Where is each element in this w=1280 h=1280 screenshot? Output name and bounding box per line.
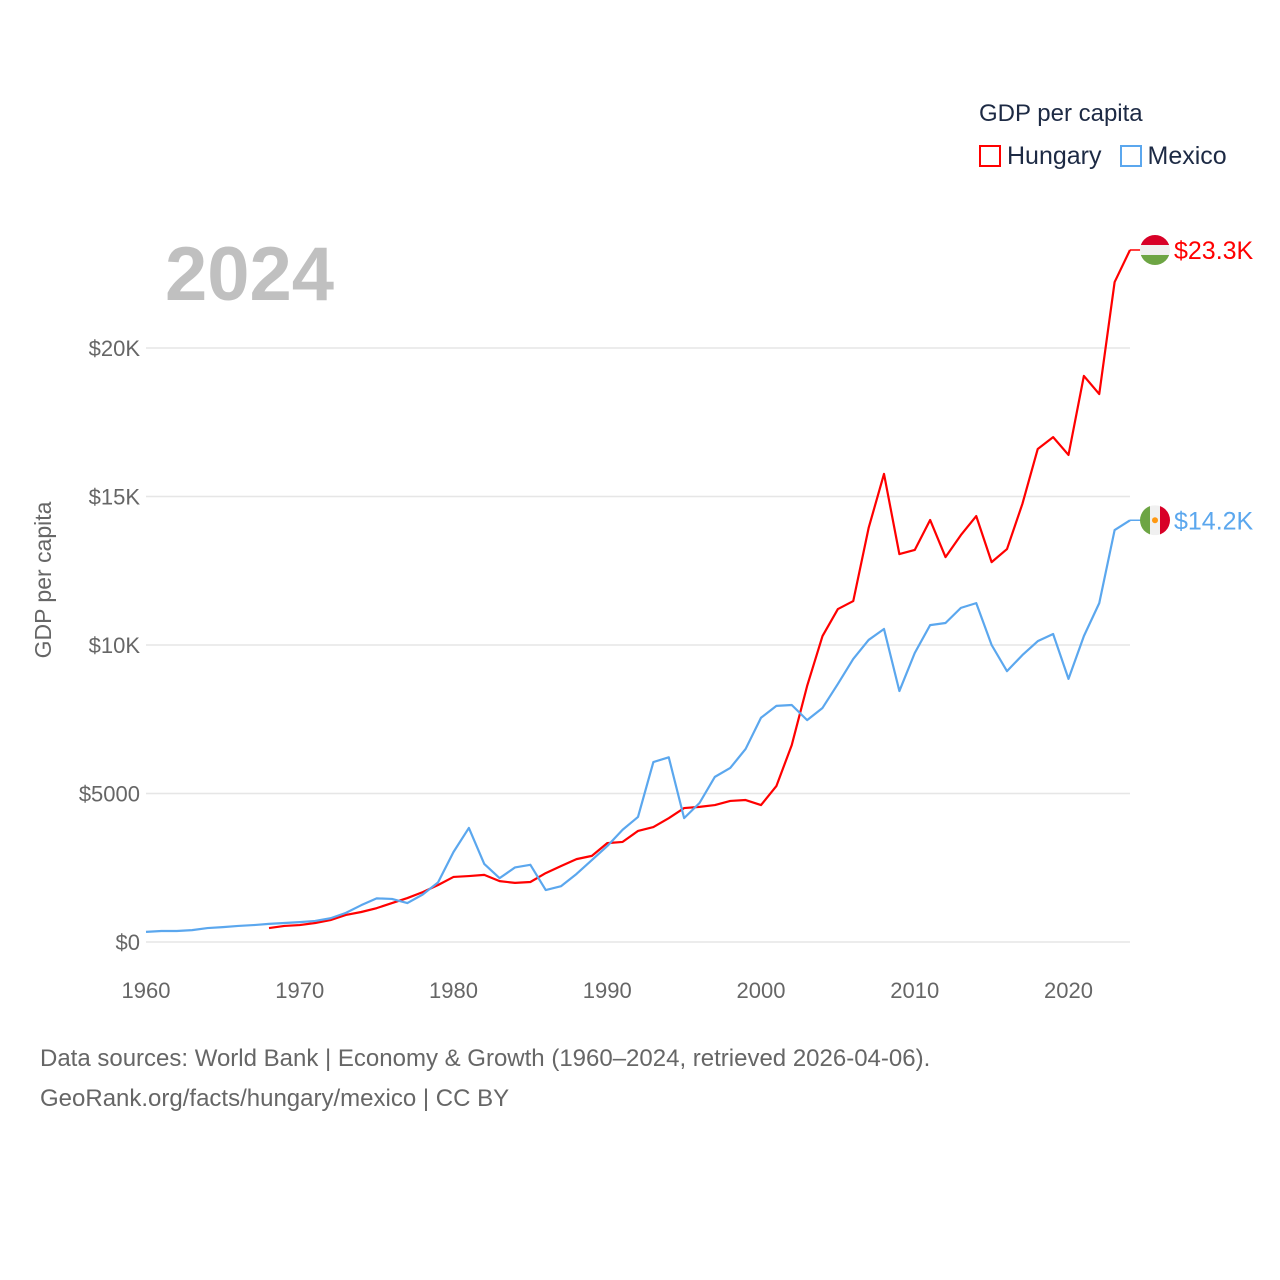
- hungary-flag-icon: [1140, 234, 1170, 265]
- legend-swatch-hungary: [979, 145, 1001, 167]
- flag-stripe-green: [1140, 505, 1150, 536]
- flag-stripe-white: [1140, 244, 1170, 255]
- mexico-flag-icon: [1140, 505, 1170, 536]
- x-tick-label: 1980: [429, 978, 478, 1003]
- flag-fill: [1140, 234, 1170, 265]
- legend-label: Mexico: [1147, 142, 1227, 170]
- legend-swatch-mexico: [1119, 145, 1142, 167]
- y-tick-label: $15K: [89, 485, 141, 510]
- x-tick-label: 1960: [122, 978, 171, 1003]
- series-line-hungary: [268, 249, 1131, 930]
- x-tick-label: 1970: [275, 978, 324, 1003]
- y-axis-label: GDP per capita: [30, 501, 56, 658]
- footer-credit[interactable]: GeoRank.org/facts/hungary/mexico | CC BY: [40, 1085, 510, 1112]
- x-tick-label: 2000: [737, 978, 786, 1003]
- flag-emblem: [1152, 517, 1158, 524]
- legend-title: GDP per capita: [979, 100, 1143, 127]
- y-tick-label: $0: [116, 930, 140, 955]
- y-tick-label: $10K: [89, 633, 141, 658]
- footer-sources: Data sources: World Bank | Economy & Gro…: [40, 1045, 931, 1072]
- flag-stripe-red: [1140, 234, 1170, 245]
- legend: Hungary Mexico: [979, 142, 1227, 171]
- series-line-mexico: [145, 519, 1131, 934]
- x-tick-label: 2020: [1044, 978, 1093, 1003]
- end-value-label: $23.3K: [1174, 237, 1254, 265]
- y-tick-label: $5000: [79, 782, 140, 807]
- x-tick-label: 2010: [890, 978, 939, 1003]
- flag-stripe-green: [1140, 254, 1170, 265]
- x-tick-label: 1990: [583, 978, 632, 1003]
- flag-fill: [1140, 505, 1170, 536]
- y-tick-label: $20K: [89, 336, 141, 361]
- legend-item-mexico[interactable]: Mexico: [1119, 142, 1227, 171]
- flag-stripe-red: [1160, 505, 1170, 536]
- year-label: 2024: [165, 232, 334, 317]
- legend-label: Hungary: [1007, 142, 1102, 170]
- end-value-label: $14.2K: [1174, 507, 1254, 535]
- legend-item-hungary[interactable]: Hungary: [979, 142, 1102, 171]
